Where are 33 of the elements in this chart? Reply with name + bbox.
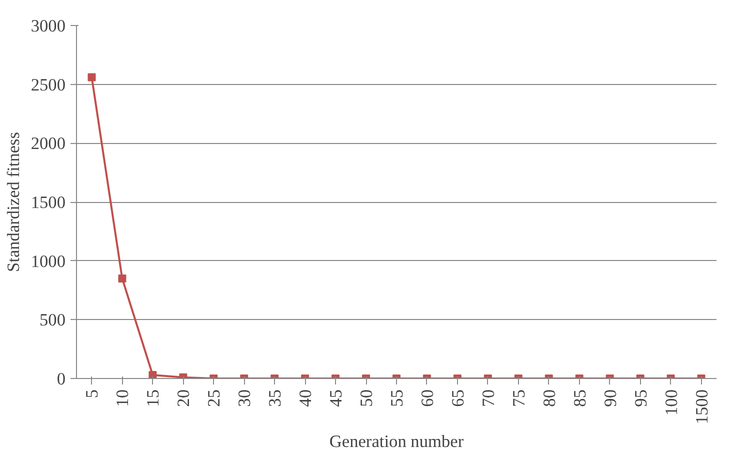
x-tick-label: 5 [82,389,102,398]
x-axis-title: Generation number [329,432,464,452]
point [88,73,96,82]
x-tick-label: 65 [448,390,468,407]
y-tick-label: 500 [40,310,66,330]
x-tick-label: 40 [296,390,316,407]
y-tick-label: 2000 [30,134,66,154]
point [118,274,126,282]
x-tick-label: 10 [113,390,132,407]
x-tick-label: 95 [631,390,650,407]
y-tick-label: 0 [56,370,66,388]
y-tick-label: 3000 [30,16,66,36]
point [148,370,157,378]
x-tick-label: 90 [600,390,620,407]
x-tick-label: 20 [174,390,194,407]
x-tick-label: 35 [266,390,285,407]
x-tick-label: 25 [204,390,224,407]
x-tick-label: 80 [540,390,559,407]
x-tick-label: 1500 [692,390,712,424]
x-tick-label: 30 [235,390,254,407]
x-tick-label: 75 [509,390,528,407]
y-tick-label: 2500 [30,75,66,94]
x-tick-label: 55 [388,390,406,407]
y-tick-label: 1500 [30,193,66,212]
x-tick-label: 45 [326,390,346,407]
x-tick-label: 15 [144,390,163,407]
y-axis-title: Standardized fitness [4,132,23,272]
x-tick-label: 100 [662,389,681,416]
x-tick-label: 50 [357,390,376,407]
x-tick-label: 85 [570,390,590,407]
y-tick-label: 1000 [30,252,66,271]
x-tick-label: 60 [418,390,437,407]
x-tick-label: 70 [478,390,498,407]
